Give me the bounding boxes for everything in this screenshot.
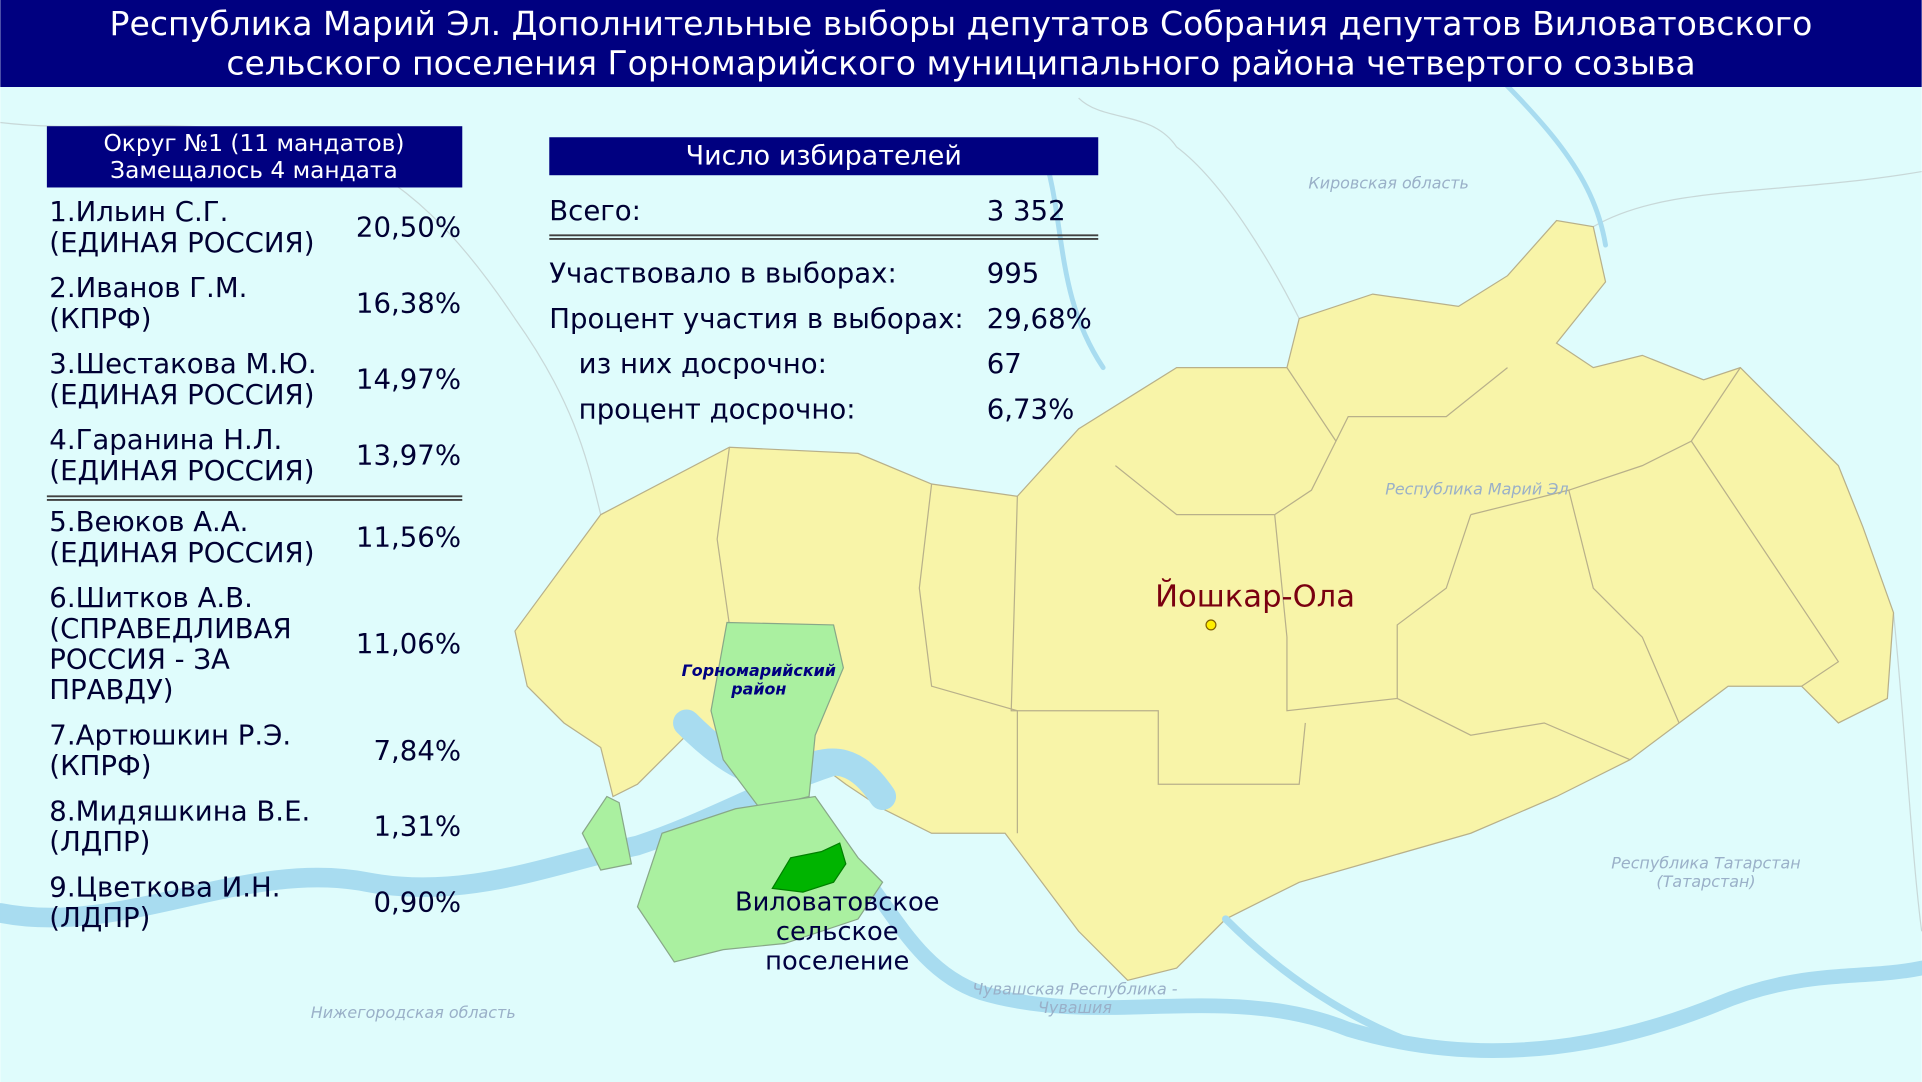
district-title: Округ №1 (11 мандатов) [103,130,404,157]
map-label: Кировская область [1308,173,1468,192]
candidate-name: (ЕДИНАЯ РОССИЯ) [49,454,314,487]
candidate-name: (ЕДИНАЯ РОССИЯ) [49,536,314,569]
voter-label: Участвовало в выборах: [549,256,897,289]
candidate-name: 8.Мидяшкина В.Е. [49,794,310,827]
candidate-percent: 7,84% [373,734,461,767]
candidate-name: 5.Веюков А.А. [49,505,248,538]
candidate-percent: 20,50% [356,211,461,244]
candidate-name: (СПРАВЕДЛИВАЯ [49,612,291,645]
candidate-percent: 11,06% [356,627,461,660]
map-label: (Татарстан) [1656,872,1755,891]
candidate-name: 3.Шестакова М.Ю. [49,347,316,380]
candidate-percent: 1,31% [373,810,461,843]
capital-label: Йошкар-Ола [1155,578,1355,614]
voter-label: процент досрочно: [579,392,856,425]
candidate-name: 1.Ильин С.Г. [49,195,228,228]
candidate-name: 7.Артюшкин Р.Э. [49,718,291,751]
candidate-name: (ЛДПР) [49,901,150,934]
voters-header [549,137,1099,176]
voter-value: 3 352 [987,194,1066,227]
candidate-percent: 16,38% [356,287,461,320]
district-header [46,126,463,188]
candidate-name: 2.Иванов Г.М. [49,271,247,304]
voter-value: 67 [987,347,1022,380]
settlement-label: поселение [765,946,909,976]
gornomari-district [710,621,845,810]
map-label: Республика Марий Эл [1385,480,1568,499]
district-label: Горномарийский [682,661,836,680]
gornomari-district-south [636,795,884,963]
settlement-label: Виловатовское [735,888,940,918]
candidate-name: (КПРФ) [49,749,151,782]
candidate-name: ПРАВДУ) [49,673,173,706]
title-bar [0,0,1922,88]
voter-value: 995 [987,256,1040,289]
region-borders [0,97,1922,932]
district-label: район [730,679,786,698]
candidate-name: (ЕДИНАЯ РОССИЯ) [49,378,314,411]
voter-label: из них досрочно: [579,347,827,380]
candidate-name: 6.Шитков А.В. [49,581,253,614]
voters-title: Число избирателей [686,140,962,171]
voter-value: 6,73% [987,392,1075,425]
voter-stats: Всего: 3 352 Участвовало в выборах: 995 Проц… [549,194,1099,425]
district-subtitle: Замещалось 4 мандата [110,157,398,184]
voter-label: Всего: [549,194,641,227]
map-label: Республика Татарстан [1611,853,1800,872]
map-label: Чувашская Республика - [972,980,1177,999]
candidate-percent: 13,97% [356,438,461,471]
district-borders [716,367,1840,834]
vilovatovo-settlement [771,842,847,893]
map-label: Чувашия [1038,998,1112,1017]
candidate-name: (ЕДИНАЯ РОССИЯ) [49,226,314,259]
candidate-percent: 11,56% [356,521,461,554]
candidate-percent: 14,97% [356,362,461,395]
capital-marker [1205,619,1217,631]
title-line: сельского поселения Горномарийского муни… [226,43,1695,82]
gornomari-district-west [581,795,633,871]
candidate-name: РОССИЯ - ЗА [49,642,230,675]
candidate-name: 9.Цветкова И.Н. [49,870,280,903]
map-label: Нижегородская область [311,1003,516,1022]
candidate-name: (ЛДПР) [49,825,150,858]
settlement-label: сельское [776,917,899,947]
voter-value: 29,68% [987,302,1092,335]
voter-label: Процент участия в выборах: [549,302,963,335]
candidate-name: (КПРФ) [49,302,151,335]
title-line: Республика Марий Эл. Дополнительные выбо… [110,4,1813,43]
candidate-name: 4.Гаранина Н.Л. [49,423,282,456]
candidate-percent: 0,90% [373,886,461,919]
candidate-list: 1.Ильин С.Г.(ЕДИНАЯ РОССИЯ) 20,50%2.Ивано… [46,195,463,934]
